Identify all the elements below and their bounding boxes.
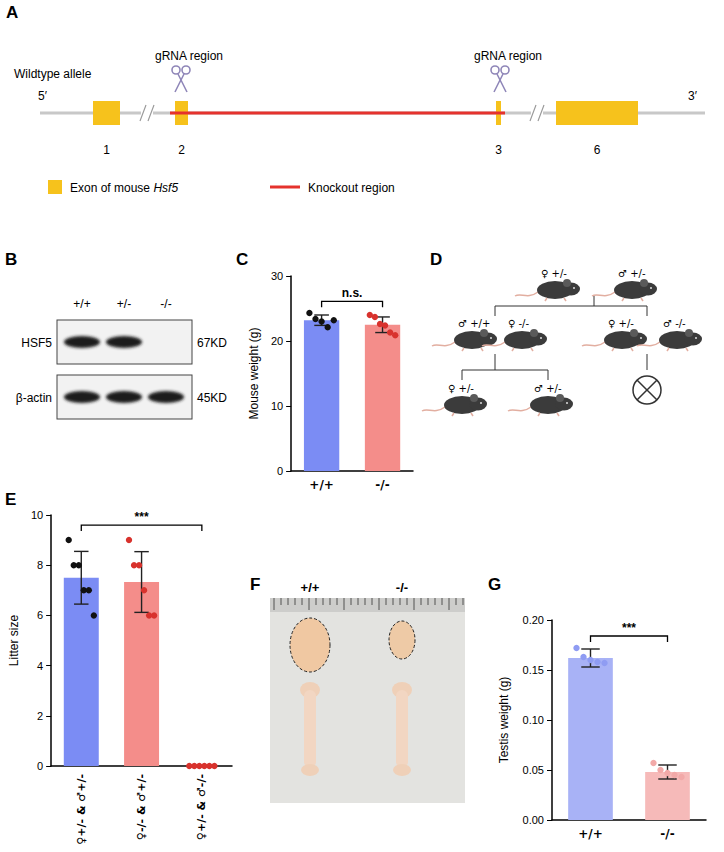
svg-text:1: 1 — [103, 143, 110, 157]
svg-text:♀ +/-: ♀ +/- — [541, 268, 567, 279]
svg-text:5′: 5′ — [38, 89, 48, 103]
svg-text:E: E — [5, 490, 16, 509]
svg-text:♂ -/-: ♂ -/- — [663, 318, 686, 329]
svg-text:10: 10 — [31, 509, 43, 521]
svg-text:♀-/- & ♂+/-: ♀-/- & ♂+/- — [135, 774, 148, 840]
svg-text:HSF5: HSF5 — [21, 336, 52, 350]
svg-text:3: 3 — [495, 143, 502, 157]
svg-text:+/+: +/+ — [73, 297, 90, 311]
svg-text:A: A — [6, 3, 18, 22]
svg-text:C: C — [236, 250, 248, 269]
svg-text:♀ +/-: ♀ +/- — [608, 318, 634, 329]
svg-text:♀+/- & ♂+/-: ♀+/- & ♂+/- — [75, 774, 88, 845]
svg-text:♀ +/-: ♀ +/- — [448, 383, 474, 394]
svg-text:D: D — [430, 250, 442, 269]
svg-text:3′: 3′ — [688, 89, 698, 103]
svg-text:+/-: +/- — [117, 297, 131, 311]
svg-text:-/-: -/- — [660, 827, 674, 841]
svg-text:***: *** — [135, 510, 149, 524]
svg-text:-/-: -/- — [396, 580, 408, 595]
svg-text:0.00: 0.00 — [523, 814, 544, 826]
svg-text:B: B — [5, 250, 17, 269]
svg-text:+/+: +/+ — [309, 478, 334, 492]
svg-text:20: 20 — [271, 335, 283, 347]
svg-text:Testis weight (g): Testis weight (g) — [497, 677, 511, 764]
svg-text:8: 8 — [37, 559, 43, 571]
svg-text:♂ +/-: ♂ +/- — [618, 268, 646, 279]
svg-text:F: F — [250, 575, 260, 594]
svg-text:-/-: -/- — [375, 478, 389, 492]
svg-text:+/+: +/+ — [301, 580, 320, 595]
svg-text:45KD: 45KD — [197, 391, 227, 405]
svg-text:4: 4 — [37, 660, 43, 672]
svg-text:0: 0 — [37, 760, 43, 772]
svg-text:n.s.: n.s. — [342, 286, 363, 300]
svg-text:30: 30 — [271, 270, 283, 282]
svg-text:gRNA region: gRNA region — [474, 49, 542, 63]
svg-text:2: 2 — [178, 143, 185, 157]
svg-text:♀ -/-: ♀ -/- — [508, 318, 529, 329]
svg-text:10: 10 — [271, 400, 283, 412]
svg-text:β-actin: β-actin — [16, 391, 52, 405]
svg-text:0.15: 0.15 — [523, 664, 544, 676]
svg-text:♂ +/+: ♂ +/+ — [458, 318, 490, 329]
svg-text:0.20: 0.20 — [523, 614, 544, 626]
svg-text:Knockout region: Knockout region — [308, 181, 395, 195]
svg-text:Exon of mouse Hsf5: Exon of mouse Hsf5 — [70, 181, 178, 195]
svg-text:0: 0 — [277, 465, 283, 477]
svg-text:gRNA region: gRNA region — [155, 49, 223, 63]
svg-text:+/+: +/+ — [578, 827, 603, 841]
svg-text:67KD: 67KD — [197, 336, 227, 350]
svg-text:6: 6 — [594, 143, 601, 157]
svg-text:0.10: 0.10 — [523, 714, 544, 726]
svg-text:Litter size: Litter size — [7, 615, 21, 667]
svg-text:♂ +/-: ♂ +/- — [534, 383, 562, 394]
svg-text:G: G — [488, 575, 501, 594]
svg-text:Mouse weight (g): Mouse weight (g) — [247, 327, 261, 419]
svg-text:2: 2 — [37, 710, 43, 722]
svg-text:***: *** — [622, 621, 636, 635]
svg-text:-/-: -/- — [160, 297, 171, 311]
svg-text:0.05: 0.05 — [523, 764, 544, 776]
svg-text:Wildtype allele: Wildtype allele — [14, 67, 92, 81]
svg-text:6: 6 — [37, 609, 43, 621]
svg-text:♀+/- & ♂-/-: ♀+/- & ♂-/- — [195, 774, 208, 840]
